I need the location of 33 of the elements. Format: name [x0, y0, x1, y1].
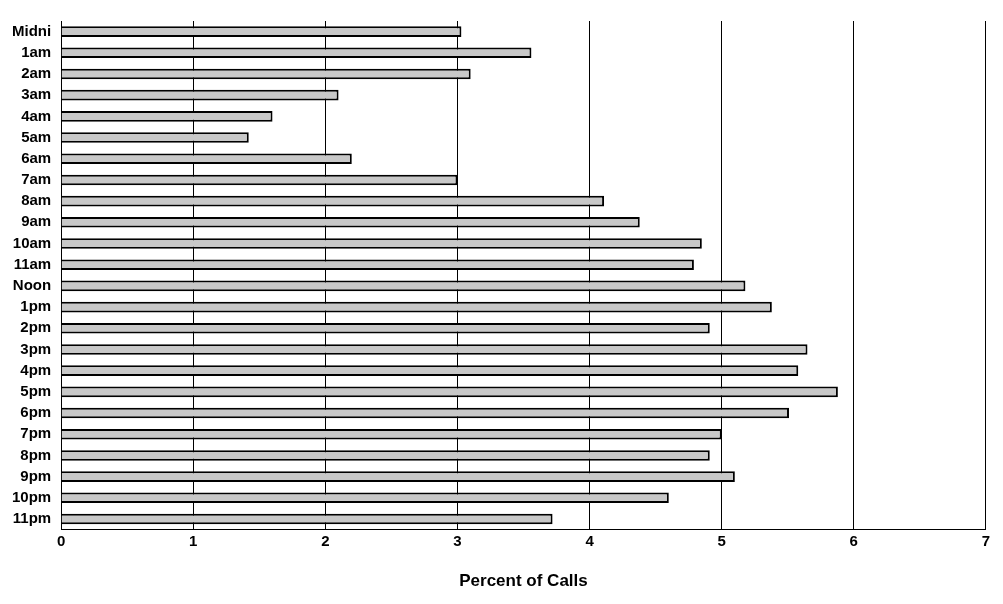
y-tick-label: 6am: [21, 148, 52, 166]
y-tick-label: 10am: [12, 233, 52, 251]
x-tick-label: 4: [585, 531, 595, 549]
y-tick-label: 1am: [21, 42, 52, 60]
y-tick-label: 10pm: [12, 487, 52, 505]
y-tick-label: 5am: [21, 127, 52, 145]
y-tick-label: 7pm: [20, 424, 52, 442]
x-tick-label: 5: [717, 531, 726, 549]
y-tick-label: 4pm: [20, 360, 52, 378]
y-tick-label: 5pm: [20, 381, 52, 399]
x-tick-label: 1: [189, 531, 198, 549]
x-tick-label: 7: [981, 531, 990, 549]
y-tick-label: Midni: [12, 21, 52, 39]
y-tick-label: 2pm: [20, 318, 52, 336]
y-tick-label: 9pm: [20, 466, 52, 484]
y-tick-label: 8pm: [20, 445, 52, 463]
x-tick-label: 2: [321, 531, 330, 549]
y-tick-label: 2am: [21, 64, 52, 82]
y-tick-label: 7am: [21, 170, 52, 188]
x-tick-label: 0: [57, 531, 66, 549]
x-tick-label: 3: [453, 531, 462, 549]
y-tick-label: 6pm: [20, 403, 52, 421]
y-tick-label: 11am: [13, 254, 52, 272]
y-tick-label: 9am: [21, 212, 52, 230]
x-tick-label: 6: [849, 531, 858, 549]
y-tick-label: Noon: [12, 276, 52, 294]
y-tick-label: 11pm: [12, 509, 52, 527]
y-tick-label: 3pm: [20, 339, 52, 357]
x-axis-title: Percent of Calls: [459, 571, 588, 591]
y-tick-label: 1pm: [20, 297, 52, 315]
y-tick-label: 3am: [21, 85, 52, 103]
y-tick-label: 4am: [21, 106, 52, 124]
y-tick-label: 8am: [21, 191, 52, 209]
